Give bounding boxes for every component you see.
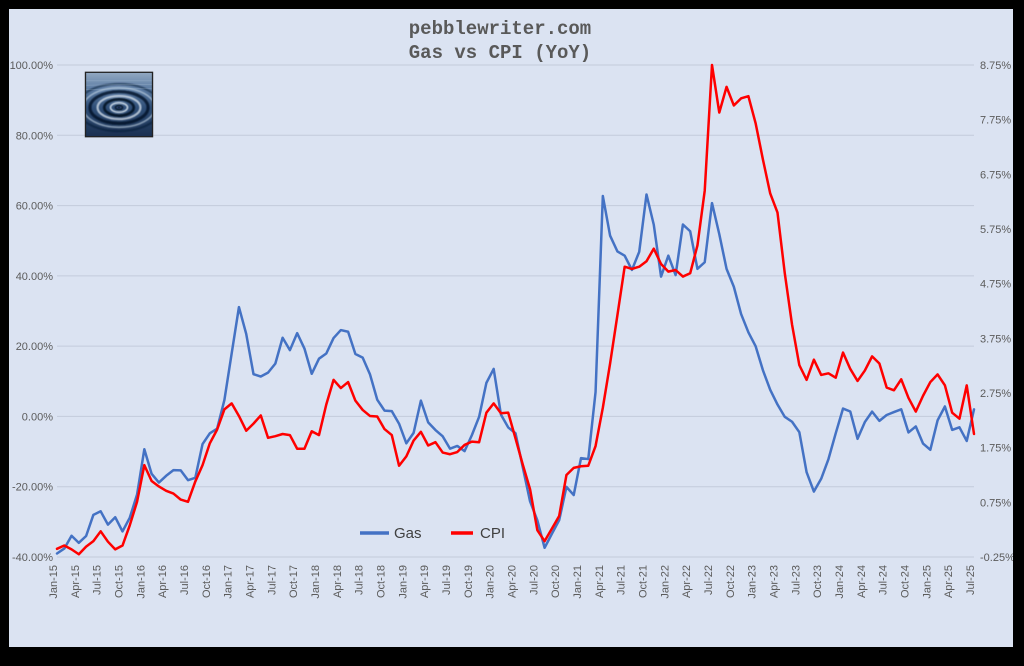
svg-text:Gas vs CPI (YoY): Gas vs CPI (YoY) — [409, 42, 591, 64]
svg-text:Oct-17: Oct-17 — [288, 565, 300, 598]
svg-text:Jul-17: Jul-17 — [266, 565, 278, 595]
svg-text:Jul-18: Jul-18 — [354, 565, 366, 595]
svg-text:Jul-25: Jul-25 — [965, 565, 977, 595]
svg-text:Apr-22: Apr-22 — [681, 565, 693, 598]
svg-text:100.00%: 100.00% — [10, 60, 54, 72]
svg-text:Oct-18: Oct-18 — [376, 565, 388, 598]
svg-text:Jan-18: Jan-18 — [310, 565, 322, 599]
svg-text:Apr-18: Apr-18 — [332, 565, 344, 598]
svg-text:Apr-15: Apr-15 — [70, 565, 82, 598]
svg-text:Jul-23: Jul-23 — [790, 565, 802, 595]
svg-text:3.75%: 3.75% — [980, 333, 1011, 345]
svg-text:Jan-17: Jan-17 — [223, 565, 235, 599]
svg-text:Apr-19: Apr-19 — [419, 565, 431, 598]
svg-text:Apr-21: Apr-21 — [594, 565, 606, 598]
svg-text:Apr-23: Apr-23 — [769, 565, 781, 598]
svg-text:Jul-15: Jul-15 — [92, 565, 104, 595]
svg-text:4.75%: 4.75% — [980, 279, 1011, 291]
svg-text:Jul-24: Jul-24 — [878, 565, 890, 595]
svg-text:60.00%: 60.00% — [16, 201, 54, 213]
svg-text:Oct-22: Oct-22 — [725, 565, 737, 598]
svg-text:Oct-15: Oct-15 — [114, 565, 126, 598]
svg-text:Jan-16: Jan-16 — [135, 565, 147, 599]
svg-text:Oct-24: Oct-24 — [900, 565, 912, 598]
svg-text:40.00%: 40.00% — [16, 271, 54, 283]
svg-text:Jan-24: Jan-24 — [834, 565, 846, 599]
svg-text:5.75%: 5.75% — [980, 224, 1011, 236]
svg-text:Jul-20: Jul-20 — [528, 565, 540, 595]
svg-text:CPI: CPI — [480, 525, 505, 542]
svg-text:Jul-22: Jul-22 — [703, 565, 715, 595]
svg-text:0.75%: 0.75% — [980, 497, 1011, 509]
svg-text:Jul-19: Jul-19 — [441, 565, 453, 595]
svg-text:0.00%: 0.00% — [22, 411, 53, 423]
svg-text:Gas: Gas — [394, 525, 422, 542]
svg-text:2.75%: 2.75% — [980, 388, 1011, 400]
svg-text:1.75%: 1.75% — [980, 443, 1011, 455]
svg-text:Apr-24: Apr-24 — [856, 565, 868, 598]
svg-text:Jan-19: Jan-19 — [397, 565, 409, 599]
svg-text:Oct-20: Oct-20 — [550, 565, 562, 598]
svg-text:-20.00%: -20.00% — [12, 482, 53, 494]
svg-text:Jan-22: Jan-22 — [659, 565, 671, 599]
svg-text:Jan-15: Jan-15 — [48, 565, 60, 599]
svg-text:Oct-16: Oct-16 — [201, 565, 213, 598]
svg-text:Apr-16: Apr-16 — [157, 565, 169, 598]
svg-text:-0.25%: -0.25% — [980, 552, 1013, 564]
svg-text:Oct-21: Oct-21 — [638, 565, 650, 598]
svg-text:Apr-20: Apr-20 — [507, 565, 519, 598]
svg-text:Apr-25: Apr-25 — [943, 565, 955, 598]
svg-text:80.00%: 80.00% — [16, 130, 54, 142]
svg-text:Oct-19: Oct-19 — [463, 565, 475, 598]
svg-text:Apr-17: Apr-17 — [245, 565, 257, 598]
svg-text:Jan-21: Jan-21 — [572, 565, 584, 599]
svg-text:Jul-16: Jul-16 — [179, 565, 191, 595]
svg-text:Oct-23: Oct-23 — [812, 565, 824, 598]
svg-text:20.00%: 20.00% — [16, 341, 54, 353]
svg-text:-40.00%: -40.00% — [12, 552, 53, 564]
svg-text:pebblewriter.com: pebblewriter.com — [409, 18, 591, 40]
svg-text:Jan-25: Jan-25 — [921, 565, 933, 599]
svg-text:Jan-23: Jan-23 — [747, 565, 759, 599]
svg-text:Jul-21: Jul-21 — [616, 565, 628, 595]
svg-text:7.75%: 7.75% — [980, 115, 1011, 127]
svg-text:Jan-20: Jan-20 — [485, 565, 497, 599]
svg-text:6.75%: 6.75% — [980, 169, 1011, 181]
svg-text:8.75%: 8.75% — [980, 60, 1011, 72]
